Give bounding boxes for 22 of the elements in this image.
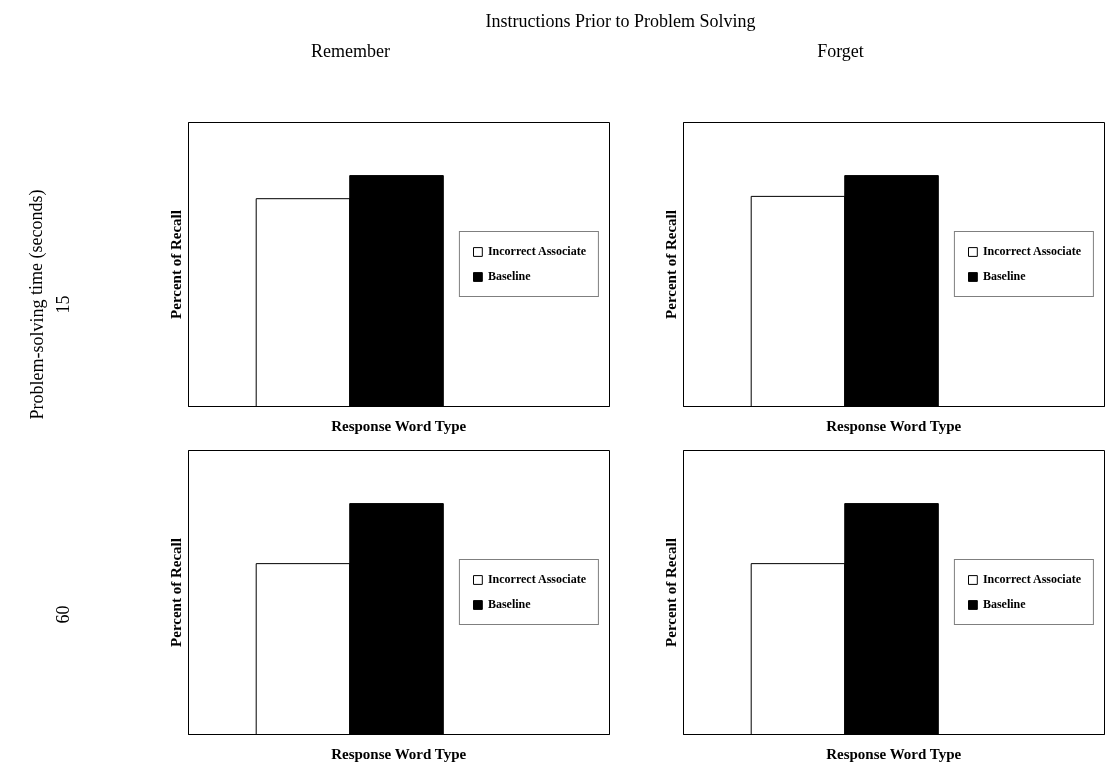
y-axis-title: Percent of Recall: [662, 210, 679, 319]
text: 15: [53, 295, 73, 314]
x-axis-title: Response Word Type: [826, 417, 962, 434]
text: Problem-solving time (seconds): [26, 189, 48, 420]
y-axis-title: Percent of Recall: [167, 538, 184, 647]
legend-label: Baseline: [982, 597, 1026, 612]
legend-label: Incorrect Associate: [487, 572, 586, 587]
x-axis-title: Response Word Type: [826, 745, 962, 762]
text: Instructions Prior to Problem Solving: [485, 10, 756, 31]
y-axis-title: Percent of Recall: [167, 210, 184, 319]
x-axis-title: Response Word Type: [331, 417, 467, 434]
legend-label: Baseline: [487, 597, 531, 612]
legend-label: Incorrect Associate: [982, 572, 1081, 587]
x-axis-title: Response Word Type: [331, 745, 467, 762]
text: Remember: [311, 40, 390, 61]
text: Forget: [817, 40, 864, 61]
legend-label: Incorrect Associate: [487, 244, 586, 259]
legend-label: Incorrect Associate: [982, 244, 1081, 259]
y-axis-title: Percent of Recall: [662, 538, 679, 647]
legend-label: Baseline: [487, 269, 531, 284]
legend-label: Baseline: [982, 269, 1026, 284]
text: 60: [53, 605, 73, 624]
